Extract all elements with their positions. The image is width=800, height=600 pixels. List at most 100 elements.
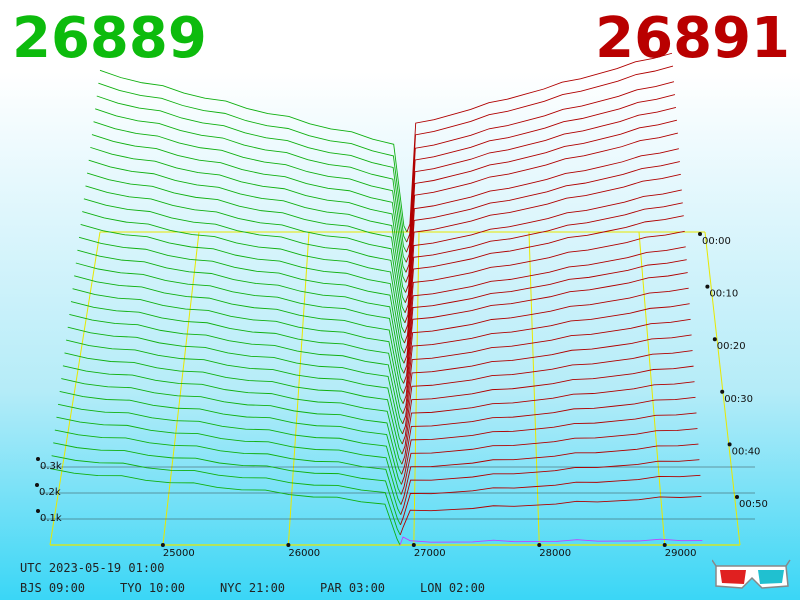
x-tick-label: 27000 bbox=[414, 548, 446, 559]
ask-depth-line bbox=[401, 350, 693, 445]
grid bbox=[40, 231, 755, 546]
x-tick-mark bbox=[286, 543, 291, 547]
ask-depth-line bbox=[405, 132, 678, 293]
y-tick-mark bbox=[36, 509, 40, 513]
ask-depth-line bbox=[402, 287, 689, 404]
x-tick-label: 25000 bbox=[163, 548, 195, 559]
bid-depth-line bbox=[59, 391, 402, 485]
bid-depth-line bbox=[74, 275, 404, 394]
time-tick-mark bbox=[735, 495, 739, 499]
zone-bjs: BJS 09:00 bbox=[20, 581, 86, 595]
ask-depth-line bbox=[403, 215, 684, 354]
bid-depth-line bbox=[78, 236, 405, 364]
ask-depth-line bbox=[406, 52, 673, 233]
time-tick-mark bbox=[698, 232, 702, 236]
bid-depth-line bbox=[56, 416, 402, 505]
bid-depth-line bbox=[75, 262, 404, 384]
bid-depth-line bbox=[93, 121, 407, 273]
utc-timestamp: UTC 2023-05-19 01:00 bbox=[20, 561, 165, 575]
bid-depth-line bbox=[86, 172, 406, 313]
time-tick-label: 00:00 bbox=[702, 236, 731, 247]
x-tick-mark bbox=[537, 543, 542, 547]
time-tick-label: 00:20 bbox=[717, 341, 746, 352]
bid-depth-line bbox=[85, 185, 406, 324]
ask-depth-line bbox=[399, 495, 702, 536]
ask-depth-line bbox=[403, 246, 686, 374]
ask-depth-line bbox=[403, 259, 687, 384]
x-tick-label: 29000 bbox=[665, 548, 697, 559]
x-tick-label: 26000 bbox=[288, 548, 320, 559]
grid-left-edge bbox=[49, 231, 101, 546]
bid-depth-line bbox=[66, 339, 403, 445]
bid-depth-line bbox=[53, 442, 401, 526]
x-tick-label: 28000 bbox=[539, 548, 571, 559]
zone-par: PAR 03:00 bbox=[320, 581, 386, 595]
ask-depth-line bbox=[402, 334, 692, 435]
ask-depth-line bbox=[404, 161, 680, 313]
ask-depth-line bbox=[405, 106, 677, 273]
bid-depth-line bbox=[82, 211, 405, 344]
ask-depth-line bbox=[400, 428, 698, 495]
time-tick-mark bbox=[705, 284, 710, 289]
time-tick-label: 00:10 bbox=[709, 289, 738, 300]
bid-depth-line bbox=[72, 288, 404, 404]
ask-depth-line bbox=[406, 65, 674, 243]
ask-depth-line bbox=[405, 119, 678, 283]
bid-depth-line bbox=[95, 108, 407, 263]
ask-depth-line bbox=[400, 459, 700, 515]
bid-depth-line bbox=[67, 326, 403, 435]
bid-depth-line bbox=[57, 403, 402, 495]
ask-depth-line bbox=[405, 94, 676, 263]
y-tick-label: 0.3k bbox=[40, 461, 62, 472]
zone-lon: LON 02:00 bbox=[420, 581, 486, 595]
bid-depth-line bbox=[83, 198, 406, 334]
ask-depth-line bbox=[402, 272, 688, 394]
time-tick-mark bbox=[712, 337, 717, 342]
bid-depth-line bbox=[80, 224, 405, 354]
y-tick-mark bbox=[35, 483, 39, 487]
ask-depth-line bbox=[401, 365, 694, 455]
ask-depth-line bbox=[402, 303, 690, 414]
bid-price: 26889 bbox=[12, 6, 207, 71]
bid-depth-line bbox=[90, 146, 406, 293]
bid-depth-line bbox=[91, 134, 407, 283]
ask-depth-line bbox=[401, 396, 696, 475]
bid-depth-line bbox=[99, 69, 408, 233]
3d-glasses-icon[interactable] bbox=[712, 558, 792, 592]
x-tick-mark bbox=[411, 543, 416, 547]
ask-depth-line bbox=[400, 443, 699, 505]
bid-depth-line bbox=[64, 352, 403, 455]
bid-depth-series bbox=[49, 69, 408, 546]
bid-depth-line bbox=[61, 378, 402, 475]
x-tick-mark bbox=[662, 543, 667, 547]
bid-depth-line bbox=[62, 365, 403, 465]
grid-x-line bbox=[413, 231, 420, 546]
grid-x-line bbox=[162, 231, 200, 546]
grid-right-edge bbox=[704, 231, 741, 546]
grid-x-line bbox=[528, 231, 540, 546]
zone-nyc: NYC 21:00 bbox=[220, 581, 286, 595]
ask-depth-line bbox=[404, 189, 682, 334]
bid-depth-line bbox=[96, 95, 407, 253]
bid-depth-line bbox=[69, 313, 404, 425]
time-tick-label: 00:30 bbox=[724, 394, 753, 405]
bid-depth-line bbox=[98, 82, 408, 243]
axis-labels: 25000 26000 27000 28000 29000 0.1k 0.2k 0.3k 00:… bbox=[35, 232, 768, 559]
ask-depth-line bbox=[400, 474, 701, 525]
time-tick-mark bbox=[727, 442, 732, 447]
x-tick-mark bbox=[160, 543, 165, 547]
bid-depth-line bbox=[54, 429, 402, 515]
bid-depth-line bbox=[77, 249, 405, 374]
time-tick-label: 00:40 bbox=[732, 446, 761, 457]
ask-depth-line bbox=[404, 202, 683, 344]
y-tick-label: 0.2k bbox=[39, 487, 61, 498]
ask-depth-line bbox=[404, 173, 681, 324]
ask-depth-series bbox=[399, 52, 703, 546]
bid-depth-line bbox=[88, 159, 406, 303]
time-tick-mark bbox=[720, 389, 725, 394]
ask-depth-line bbox=[404, 148, 679, 303]
y-tick-mark bbox=[36, 457, 40, 461]
bid-depth-line bbox=[70, 301, 404, 414]
ask-price: 26891 bbox=[595, 6, 790, 71]
